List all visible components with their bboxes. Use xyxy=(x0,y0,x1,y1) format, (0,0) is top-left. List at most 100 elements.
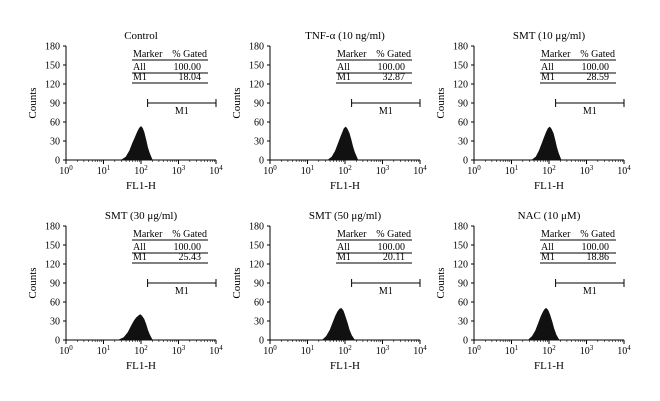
y-tick-label: 150 xyxy=(453,241,468,252)
y-tick-label: 90 xyxy=(458,99,468,110)
marker-range-label: M1 xyxy=(379,286,393,297)
y-tick-label: 120 xyxy=(453,260,468,271)
histogram-panel: Control 0 30 60 90 120 150 180 100 101 102 103 104 FL… xyxy=(27,30,223,192)
table-row-name: M1 xyxy=(337,252,351,263)
y-tick-label: 180 xyxy=(249,42,264,53)
histogram-area xyxy=(527,307,560,341)
table-row-name: M1 xyxy=(133,252,147,263)
y-tick-label: 120 xyxy=(45,80,60,91)
table-row-name: All xyxy=(133,62,146,73)
x-tick-label: 104 xyxy=(209,164,223,177)
x-tick-label: 102 xyxy=(338,344,352,357)
y-axis-label: Counts xyxy=(435,267,447,298)
table-row-name: All xyxy=(541,242,554,253)
y-axis-label: Counts xyxy=(435,87,447,118)
y-axis-label: Counts xyxy=(27,267,39,298)
x-tick-label: 102 xyxy=(542,344,556,357)
x-tick-label: 103 xyxy=(376,164,390,177)
panel-title: SMT (50 μg/ml) xyxy=(309,210,382,222)
table-header-gated: % Gated xyxy=(580,229,615,240)
table-row-name: All xyxy=(541,62,554,73)
x-axis-label: FL1-H xyxy=(330,360,360,372)
y-tick-label: 0 xyxy=(55,336,60,347)
table-row-value: 100.00 xyxy=(582,242,610,253)
histogram-area xyxy=(118,314,153,341)
x-tick-label: 101 xyxy=(97,344,111,357)
table-header-marker: Marker xyxy=(541,229,571,240)
y-tick-label: 150 xyxy=(453,61,468,72)
table-header-marker: Marker xyxy=(337,49,367,60)
panel-title: Control xyxy=(124,30,158,42)
table-header-gated: % Gated xyxy=(580,49,615,60)
y-tick-label: 180 xyxy=(249,222,264,233)
histogram-area xyxy=(321,307,356,341)
x-axis-label: FL1-H xyxy=(534,360,564,372)
table-row-name: All xyxy=(133,242,146,253)
x-tick-label: 100 xyxy=(59,164,73,177)
marker-range-label: M1 xyxy=(583,286,597,297)
y-tick-label: 90 xyxy=(50,99,60,110)
table-row-name: M1 xyxy=(337,72,351,83)
x-tick-label: 103 xyxy=(172,164,186,177)
x-tick-label: 100 xyxy=(59,344,73,357)
table-row-value: 18.04 xyxy=(179,72,202,83)
y-tick-label: 150 xyxy=(45,61,60,72)
y-tick-label: 120 xyxy=(45,260,60,271)
x-tick-label: 102 xyxy=(134,164,148,177)
x-tick-label: 103 xyxy=(376,344,390,357)
y-tick-label: 90 xyxy=(254,99,264,110)
histogram-panel: NAC (10 μM) 0 30 60 90 120 150 180 100 101 102 103 1… xyxy=(435,210,631,372)
x-tick-label: 100 xyxy=(467,164,481,177)
y-tick-label: 30 xyxy=(458,317,468,328)
histogram-panel: SMT (30 μg/ml) 0 30 60 90 120 150 180 100 101 102 1… xyxy=(27,210,223,372)
table-row-name: M1 xyxy=(541,72,555,83)
y-tick-label: 0 xyxy=(463,336,468,347)
table-row-name: M1 xyxy=(133,72,147,83)
x-axis-label: FL1-H xyxy=(330,180,360,192)
x-tick-label: 101 xyxy=(505,164,519,177)
histogram-panel: TNF-α (10 ng/ml) 0 30 60 90 120 150 180 100 101 10… xyxy=(231,30,427,192)
x-tick-label: 104 xyxy=(413,344,427,357)
y-tick-label: 180 xyxy=(453,222,468,233)
x-tick-label: 100 xyxy=(263,164,277,177)
y-tick-label: 0 xyxy=(463,156,468,167)
y-tick-label: 0 xyxy=(55,156,60,167)
table-header-marker: Marker xyxy=(133,49,163,60)
table-row-value: 25.43 xyxy=(179,252,202,263)
histogram-area xyxy=(327,126,359,161)
y-axis-label: Counts xyxy=(27,87,39,118)
y-tick-label: 30 xyxy=(50,137,60,148)
y-axis-label: Counts xyxy=(231,87,243,118)
histogram-panel: SMT (50 μg/ml) 0 30 60 90 120 150 180 100 101 102 1… xyxy=(231,210,427,372)
marker-range-label: M1 xyxy=(175,106,189,117)
table-header-gated: % Gated xyxy=(376,49,411,60)
table-header-gated: % Gated xyxy=(172,49,207,60)
table-row-name: All xyxy=(337,242,350,253)
y-tick-label: 30 xyxy=(254,317,264,328)
y-tick-label: 30 xyxy=(50,317,60,328)
x-tick-label: 102 xyxy=(134,344,148,357)
table-header-marker: Marker xyxy=(541,49,571,60)
table-header-marker: Marker xyxy=(337,229,367,240)
x-tick-label: 100 xyxy=(467,344,481,357)
y-tick-label: 90 xyxy=(458,279,468,290)
x-tick-label: 104 xyxy=(413,164,427,177)
x-tick-label: 101 xyxy=(505,344,519,357)
y-tick-label: 90 xyxy=(50,279,60,290)
x-tick-label: 102 xyxy=(338,164,352,177)
y-tick-label: 90 xyxy=(254,279,264,290)
histogram-area xyxy=(531,126,562,161)
x-tick-label: 101 xyxy=(301,344,315,357)
x-axis-label: FL1-H xyxy=(534,180,564,192)
table-row-value: 20.11 xyxy=(383,252,405,263)
x-tick-label: 103 xyxy=(580,164,594,177)
table-row-value: 28.59 xyxy=(587,72,610,83)
y-tick-label: 60 xyxy=(458,118,468,129)
y-axis-label: Counts xyxy=(231,267,243,298)
y-tick-label: 120 xyxy=(453,80,468,91)
marker-range-label: M1 xyxy=(175,286,189,297)
table-row-value: 100.00 xyxy=(174,242,202,253)
panel-title: NAC (10 μM) xyxy=(518,210,581,222)
table-header-marker: Marker xyxy=(133,229,163,240)
